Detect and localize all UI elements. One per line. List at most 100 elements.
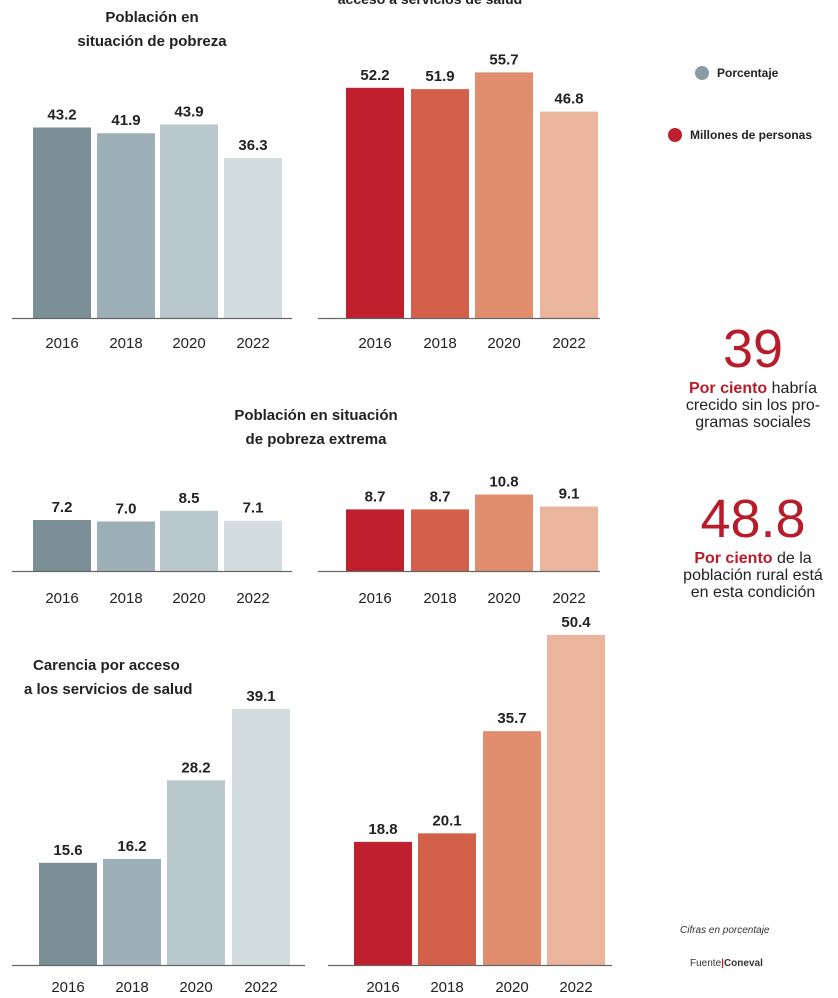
chart-1-year-label-mill-2018: 2018	[423, 335, 456, 352]
chart-2-value-label-mill-2018: 8.7	[430, 488, 451, 505]
chart-2-year-label-mill-2022: 2022	[552, 590, 585, 607]
chart-2-bar-pct-2022	[224, 520, 282, 571]
source-name: Coneval	[723, 958, 763, 969]
chart-3-value-label-pct-2016: 15.6	[53, 842, 82, 859]
chart-2-value-label-mill-2016: 8.7	[365, 488, 386, 505]
chart-3-title-line-2: a los servicios de salud	[24, 681, 192, 698]
chart-2-year-label-mill-2016: 2016	[358, 590, 391, 607]
chart-2-year-label-mill-2018: 2018	[423, 590, 456, 607]
chart-1-bar-mill-2016	[346, 87, 404, 318]
chart-1-value-label-mill-2018: 51.9	[425, 68, 454, 85]
legend-red-dot-icon	[668, 128, 682, 142]
stat-48-8-description: Por ciento de la población rural está en…	[673, 550, 833, 601]
chart-3-year-label-mill-2018: 2018	[430, 979, 463, 996]
chart-3-year-label-pct-2022: 2022	[244, 979, 277, 996]
legend-grey-dot-icon	[695, 66, 709, 80]
chart-2-bar-mill-2016	[346, 509, 404, 571]
chart-1-bar-mill-2020	[475, 72, 533, 318]
chart-2-bar-mill-2022	[540, 506, 598, 571]
chart-3-bar-mill-2020	[483, 731, 541, 965]
chart-1-value-label-mill-2020: 55.7	[489, 51, 518, 68]
chart-1-year-label-mill-2022: 2022	[552, 335, 585, 352]
chart-3-bar-pct-2016	[39, 862, 97, 965]
chart-2-value-label-pct-2020: 8.5	[179, 490, 200, 507]
chart-2-title-line-2: de pobreza extrema	[246, 431, 388, 448]
chart-1-value-label-pct-2018: 41.9	[111, 112, 140, 129]
chart-3-value-label-mill-2018: 20.1	[432, 812, 461, 829]
chart-1-year-label-pct-2020: 2020	[172, 335, 205, 352]
chart-3-year-label-mill-2020: 2020	[495, 979, 528, 996]
chart-2-year-label-pct-2022: 2022	[236, 590, 269, 607]
stat-48-8: 48.8 Por ciento de la población rural es…	[668, 492, 838, 601]
chart-1-bar-pct-2016	[33, 127, 91, 318]
chart-3-year-label-mill-2016: 2016	[366, 979, 399, 996]
chart-2-value-label-pct-2016: 7.2	[52, 499, 73, 516]
chart-1-value-label-mill-2022: 46.8	[554, 91, 583, 108]
chart-1-bar-pct-2020	[160, 124, 218, 318]
chart-2-year-label-mill-2020: 2020	[487, 590, 520, 607]
chart-1-year-label-mill-2016: 2016	[358, 335, 391, 352]
chart-3-bar-pct-2018	[103, 858, 161, 965]
chart-1-bar-pct-2018	[97, 133, 155, 318]
chart-3-value-label-pct-2020: 28.2	[181, 759, 210, 776]
chart-2-value-label-pct-2022: 7.1	[243, 500, 264, 517]
chart-1-value-label-pct-2022: 36.3	[238, 137, 267, 154]
chart-1-year-label-pct-2022: 2022	[236, 335, 269, 352]
chart-2-bar-pct-2018	[97, 521, 155, 571]
source-label: Fuente	[690, 958, 722, 969]
chart-3-value-label-pct-2022: 39.1	[246, 688, 275, 705]
chart-1-year-label-mill-2020: 2020	[487, 335, 520, 352]
chart-2-bar-pct-2016	[33, 520, 91, 571]
stat-39-number: 39	[722, 319, 784, 379]
legend-millones: Millones de personas	[668, 128, 812, 142]
chart-2-bar-mill-2018	[411, 509, 469, 571]
legend-millones-label: Millones de personas	[690, 128, 813, 142]
page-title-partial: acceso a servicios de salud	[338, 0, 522, 7]
stat-39-lead: Por ciento	[688, 380, 768, 397]
chart-1-year-label-pct-2016: 2016	[45, 335, 78, 352]
chart-3-value-label-mill-2016: 18.8	[368, 821, 397, 838]
chart-3-year-label-mill-2022: 2022	[559, 979, 592, 996]
chart-3-bar-mill-2022	[547, 634, 605, 965]
chart-2-value-label-pct-2018: 7.0	[116, 500, 137, 517]
chart-1-value-label-pct-2016: 43.2	[47, 106, 76, 123]
chart-3-title-line-1: Carencia por acceso	[33, 657, 180, 674]
chart-2-bar-mill-2020	[475, 494, 533, 571]
chart-1-bar-mill-2022	[540, 111, 598, 318]
stat-48-8-lead: Por ciento	[694, 550, 773, 567]
chart-2-bar-pct-2020	[160, 510, 218, 571]
chart-2-year-label-pct-2020: 2020	[172, 590, 205, 607]
stat-48-8-number: 48.8	[700, 489, 806, 549]
chart-3-bar-pct-2022	[232, 708, 290, 965]
chart-3-value-label-mill-2020: 35.7	[497, 710, 526, 727]
chart-1-title-line-1: Población en	[105, 9, 198, 26]
chart-1-year-label-pct-2018: 2018	[109, 335, 142, 352]
footnote: Cifras en porcentaje	[680, 925, 770, 936]
legend-porcentaje: Porcentaje	[695, 66, 778, 80]
stat-39-rest: habría crecido sin los pro- gramas socia…	[685, 380, 821, 431]
chart-3-year-label-pct-2018: 2018	[115, 979, 148, 996]
chart-2-title-line-1: Población en situación	[234, 407, 397, 424]
chart-2-year-label-pct-2018: 2018	[109, 590, 142, 607]
chart-2-year-label-pct-2016: 2016	[45, 590, 78, 607]
legend-porcentaje-label: Porcentaje	[717, 66, 779, 80]
chart-3-value-label-mill-2022: 50.4	[561, 614, 591, 631]
chart-3-bar-mill-2018	[418, 833, 476, 965]
chart-3-year-label-pct-2020: 2020	[179, 979, 212, 996]
chart-2-value-label-mill-2020: 10.8	[489, 474, 518, 491]
source-credit: Fuente|Coneval	[690, 958, 763, 969]
chart-3-bar-pct-2020	[167, 780, 225, 965]
chart-1-bar-mill-2018	[411, 89, 469, 318]
chart-1-bar-pct-2022	[224, 157, 282, 318]
chart-3-value-label-pct-2018: 16.2	[117, 838, 146, 855]
stat-39: 39 Por ciento habría crecido sin los pro…	[668, 322, 838, 431]
stat-39-description: Por ciento habría crecido sin los pro- g…	[673, 380, 833, 431]
chart-1-value-label-pct-2020: 43.9	[174, 103, 203, 120]
chart-1-value-label-mill-2016: 52.2	[360, 67, 389, 84]
chart-1-title-line-2: situación de pobreza	[77, 33, 227, 50]
stat-48-8-rest: de la población rural está en esta condi…	[683, 550, 823, 601]
chart-3-year-label-pct-2016: 2016	[51, 979, 84, 996]
chart-2-value-label-mill-2022: 9.1	[559, 486, 580, 503]
chart-3-bar-mill-2016	[354, 841, 412, 965]
